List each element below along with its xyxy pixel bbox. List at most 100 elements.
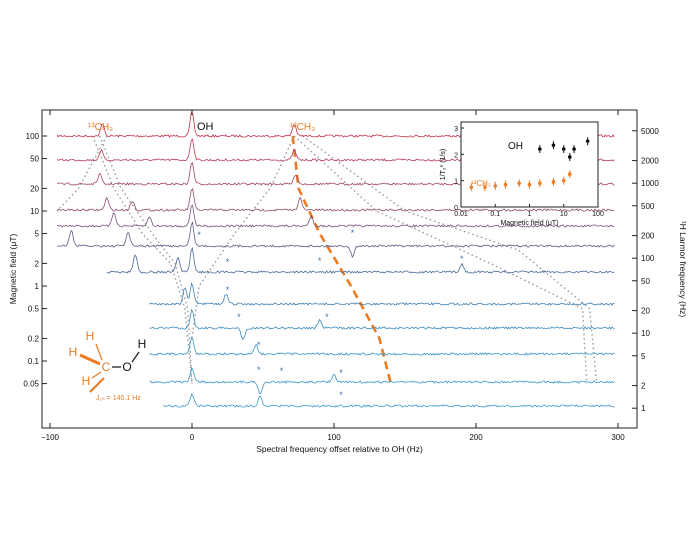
inset-x-tick-label: 1 xyxy=(528,211,532,218)
atom-h: H xyxy=(138,337,147,351)
y-tick-label: 5 xyxy=(35,230,40,239)
spectrum-trace xyxy=(149,282,615,306)
y2-tick-label: 2000 xyxy=(641,157,659,166)
y2-tick-label: 2 xyxy=(641,382,646,391)
bond xyxy=(79,353,101,366)
spectrum-trace xyxy=(149,308,615,341)
inset-point xyxy=(551,180,556,184)
guide-dotted-line xyxy=(99,135,193,384)
guide-dotted-line xyxy=(91,135,193,384)
x-axis-label: Spectral frequency offset relative to OH… xyxy=(256,444,423,454)
inset-y-tick-label: 1 xyxy=(454,179,458,186)
inset-frame xyxy=(460,121,599,208)
inset-point xyxy=(572,147,576,151)
inset-point xyxy=(503,182,508,187)
inset-y-tick-label: 0 xyxy=(454,205,458,212)
inset-x-tick-label: 0.01 xyxy=(454,211,468,218)
spectrum-trace xyxy=(149,336,615,356)
inset-y-tick-label: 2 xyxy=(454,152,458,159)
y-tick-label: 10 xyxy=(30,207,39,216)
inset-point xyxy=(493,184,498,188)
inset-x-tick-label: 100 xyxy=(592,211,604,218)
inset-point xyxy=(561,178,566,183)
artifact-star: * xyxy=(280,366,284,376)
inset-point xyxy=(567,172,572,176)
y-tick-label: 0.05 xyxy=(23,380,39,389)
artifact-star: * xyxy=(237,312,241,322)
spectrum-trace xyxy=(106,246,615,274)
x-tick-label: 200 xyxy=(469,433,483,442)
spectra-traces xyxy=(56,111,615,408)
artifact-star: * xyxy=(197,230,201,240)
label-oh: OH xyxy=(197,121,214,133)
inset-point xyxy=(567,155,572,159)
y-tick-label: 20 xyxy=(30,184,39,193)
artifact-star: * xyxy=(339,368,343,378)
inset-legend-13ch2: ¹³CH₂ xyxy=(471,179,491,188)
j-coupling-label: J꜀ₕ = 140.1 Hz xyxy=(96,395,141,402)
y2-tick-label: 200 xyxy=(641,232,655,241)
inset-point xyxy=(527,182,532,187)
guide-13c-curve xyxy=(291,135,393,384)
artifact-star: * xyxy=(226,285,230,295)
inset-point xyxy=(585,139,590,143)
inset-point xyxy=(483,185,487,190)
y-tick-label: 100 xyxy=(26,132,40,141)
artifact-star: * xyxy=(339,390,343,400)
j-arrow xyxy=(89,377,105,393)
guide-lines xyxy=(56,135,598,384)
spectrum-trace xyxy=(56,188,615,212)
y-tick-label: 50 xyxy=(30,155,39,164)
label-13ch2: ¹³CH₂ xyxy=(88,122,113,133)
atom-h: H xyxy=(82,374,91,388)
inset-y-label: 1/T₂* (1/s) xyxy=(440,149,447,181)
inset-plot: 0.01 0.1 1 10 100 0 1 2 3 Magnetic field (μT) 1/T₂… xyxy=(440,121,604,227)
atom-h: H xyxy=(86,329,95,343)
artifact-star: * xyxy=(460,254,464,264)
y2-tick-label: 1000 xyxy=(641,179,659,188)
artifact-star: * xyxy=(226,257,230,267)
inset-point xyxy=(561,147,566,151)
inset-x-tick-label: 0.1 xyxy=(490,211,500,218)
spectrum-trace xyxy=(163,392,615,408)
y-tick-label: 1 xyxy=(35,282,40,291)
y2-tick-label: 50 xyxy=(641,277,650,286)
atom-c: C xyxy=(102,360,111,374)
y2-tick-label: 500 xyxy=(641,202,655,211)
label-13ch3: ¹³CH₃ xyxy=(290,122,315,133)
inset-point xyxy=(517,181,521,186)
inset-point xyxy=(551,143,556,147)
y2-tick-label: 100 xyxy=(641,254,655,263)
y2-tick-label: 10 xyxy=(641,329,650,338)
inset-point xyxy=(469,185,474,190)
atom-o: O xyxy=(122,360,131,374)
artifact-star: * xyxy=(257,340,261,350)
artifact-star: * xyxy=(325,312,329,322)
spectrum-trace xyxy=(57,221,615,259)
y2-tick-label: 20 xyxy=(641,307,650,316)
guide-dotted-line xyxy=(191,135,295,339)
inset-y-tick-label: 3 xyxy=(454,126,458,133)
inset-point xyxy=(538,147,542,151)
spectrum-trace xyxy=(149,366,615,395)
bond xyxy=(91,371,102,379)
y-tick-label: 2 xyxy=(35,259,40,268)
x-tick-label: 0 xyxy=(190,433,195,442)
y-tick-label: 0.5 xyxy=(28,305,40,314)
x-tick-label: 100 xyxy=(327,433,341,442)
y2-tick-label: 1 xyxy=(641,404,646,413)
atom-h: H xyxy=(69,345,78,359)
y-axis-label: Magnetic field (μT) xyxy=(8,234,18,305)
y-tick-label: 0.2 xyxy=(28,334,40,343)
x-tick-label: −100 xyxy=(41,433,60,442)
plot-frame xyxy=(41,109,638,429)
y2-axis-label: ¹H Larmor frequency (Hz) xyxy=(678,221,688,318)
spectrum-trace xyxy=(56,204,615,228)
y-tick-label: 0.1 xyxy=(28,357,40,366)
inset-legend-oh: OH xyxy=(508,141,523,152)
bond xyxy=(95,343,103,361)
